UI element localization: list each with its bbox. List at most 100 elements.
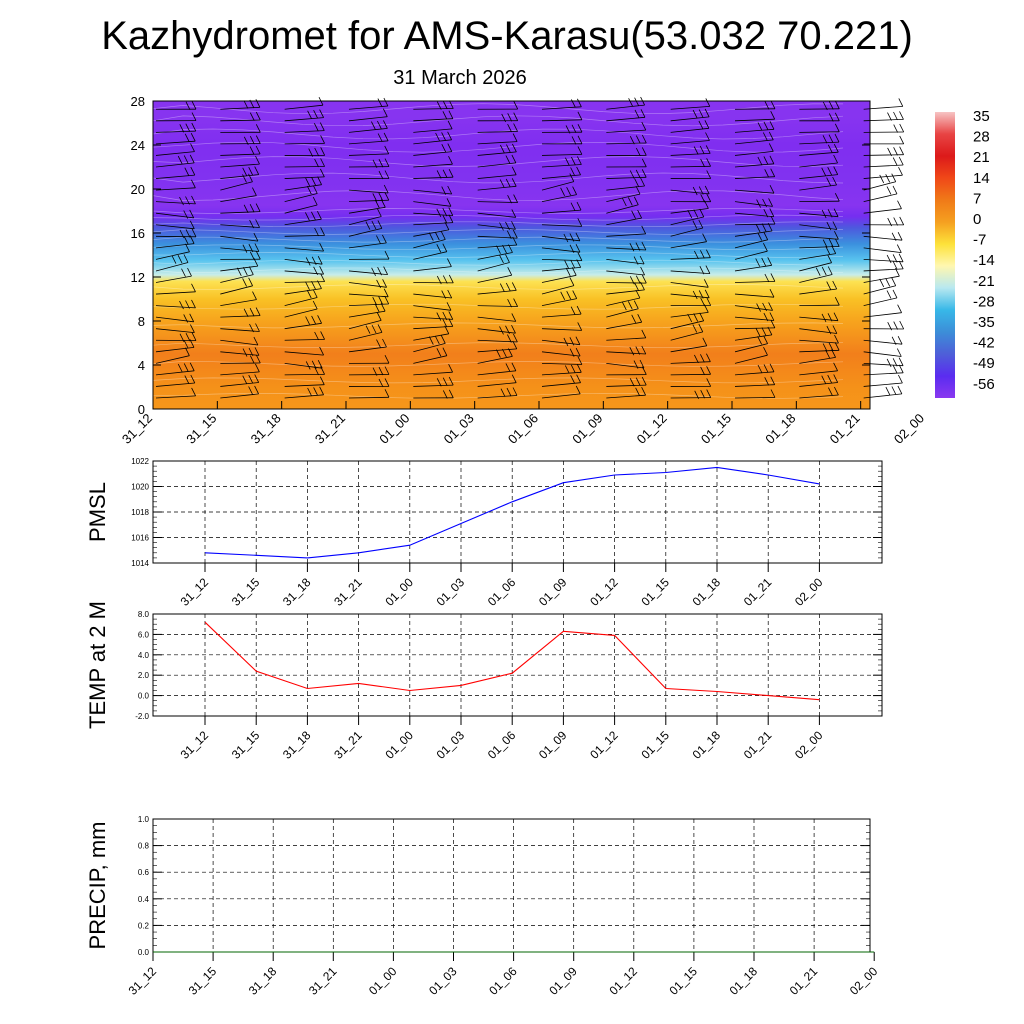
wind-barb (734, 239, 768, 249)
wind-barb-feather (320, 331, 325, 340)
wind-barb-feather (249, 355, 255, 364)
wind-barb-feather (378, 378, 384, 388)
wind-barb-feather (770, 111, 776, 120)
wind-barb-feather (434, 231, 440, 241)
wind-barb-feather (436, 312, 442, 321)
wind-barb-feather (177, 155, 183, 165)
wind-barb (799, 262, 832, 272)
wind-barb-feather (898, 364, 904, 373)
series-line (204, 621, 820, 701)
wind-barb (220, 371, 260, 376)
wind-barb-feather (815, 267, 821, 276)
wind-barb-feather (377, 220, 383, 229)
wind-barb-feather (442, 275, 448, 284)
wind-barb-feather (570, 259, 576, 269)
wind-barb-feather (191, 387, 196, 397)
wind-barb (348, 140, 389, 145)
cross-section-x-tick-label: 01_12 (634, 411, 670, 447)
wind-barb-feather (511, 178, 517, 187)
precip-panel: 0.0 0.2 0.4 0.6 0.8 1.0 31_12 31_15 31_18 31_21 01… (85, 815, 881, 998)
wind-barb (799, 184, 837, 191)
wind-barb (799, 151, 839, 156)
wind-barb-feather (633, 256, 639, 265)
wind-barb-feather (319, 386, 324, 395)
wind-barb-feather (892, 289, 898, 299)
x-tick-label: 01_09 (536, 728, 570, 762)
wind-barb (413, 343, 446, 353)
wind-barb-feather (312, 289, 318, 298)
wind-barb-feather (899, 135, 905, 145)
wind-barb-feather (692, 109, 698, 119)
wind-barb (220, 265, 258, 272)
x-tick-label: 31_21 (331, 728, 365, 762)
wind-barb-feather (577, 356, 583, 365)
wind-barb (413, 128, 453, 133)
x-tick-label: 01_06 (485, 575, 519, 609)
wind-barb-feather (506, 387, 512, 397)
wind-barb (477, 395, 518, 399)
wind-barb-feather (448, 389, 454, 398)
wind-barb-feather (564, 260, 570, 269)
wind-barb (155, 395, 196, 399)
wind-barb (155, 275, 192, 283)
wind-barb-feather (377, 133, 383, 142)
wind-barb-feather (513, 333, 518, 343)
wind-barb-feather (372, 159, 378, 168)
wind-barb-feather (378, 296, 384, 305)
wind-barb-feather (311, 281, 316, 290)
wind-barb (734, 250, 768, 260)
wind-barb (734, 189, 775, 194)
wind-barb-feather (833, 208, 839, 217)
wind-barb-feather (311, 256, 317, 265)
wind-barb-feather (892, 365, 898, 374)
wind-barb-feather (639, 359, 645, 369)
wind-barb-feather (764, 101, 770, 110)
wind-barb-feather (254, 347, 260, 356)
wind-barb-feather (569, 233, 575, 242)
wind-barb-feather (248, 243, 254, 253)
colorbar-label: 14 (973, 170, 990, 187)
wind-barb (734, 223, 776, 226)
x-tick-label: 31_12 (178, 728, 212, 762)
wind-barb-feather (770, 273, 776, 282)
wind-barb-feather (570, 306, 576, 315)
x-tick-label: 01_21 (741, 575, 775, 609)
wind-barb-feather (365, 221, 371, 230)
wind-barb-feather (693, 313, 699, 322)
x-tick-label: 31_15 (229, 728, 263, 762)
wind-barb-feather (499, 326, 504, 335)
wind-barb-feather (442, 318, 448, 328)
temp2m-panel: -2.0 0.0 2.0 4.0 6.0 8.0 31_12 31_15 31_18 31_21 0… (85, 601, 883, 762)
colorbar-label: -14 (973, 252, 995, 269)
wind-barb-feather (633, 360, 639, 369)
x-tick-label: 01_12 (587, 575, 621, 609)
wind-barb-feather (191, 332, 197, 341)
wind-barb-feather (893, 124, 899, 133)
wind-barb-feather (694, 354, 699, 364)
wind-barb-feather (513, 123, 518, 132)
wind-barb-feather (692, 290, 698, 300)
wind-barb (284, 193, 318, 203)
wind-barb-feather (572, 290, 578, 299)
wind-barb-feather (242, 375, 248, 384)
wind-barb (606, 217, 642, 226)
wind-barb (541, 164, 582, 168)
isotherm-line (152, 361, 844, 367)
wind-barb-feather (442, 347, 448, 356)
wind-barb (220, 285, 253, 295)
wind-barb (284, 247, 324, 252)
wind-barb-feather (570, 375, 575, 384)
wind-barb-feather (763, 231, 769, 240)
wind-barb-feather (575, 244, 581, 253)
wind-barb-feather (447, 120, 453, 130)
wind-barb (348, 153, 389, 156)
wind-barb-feather (827, 254, 832, 263)
wind-barb-feather (698, 323, 704, 333)
x-tick-label: 31_18 (280, 575, 314, 609)
wind-barb-feather (382, 234, 387, 244)
wind-barb-feather (511, 209, 517, 218)
wind-barb-feather (700, 297, 706, 307)
wind-barb-feather (828, 387, 833, 396)
wind-barb-feather (441, 186, 447, 195)
wind-barb (799, 141, 840, 145)
